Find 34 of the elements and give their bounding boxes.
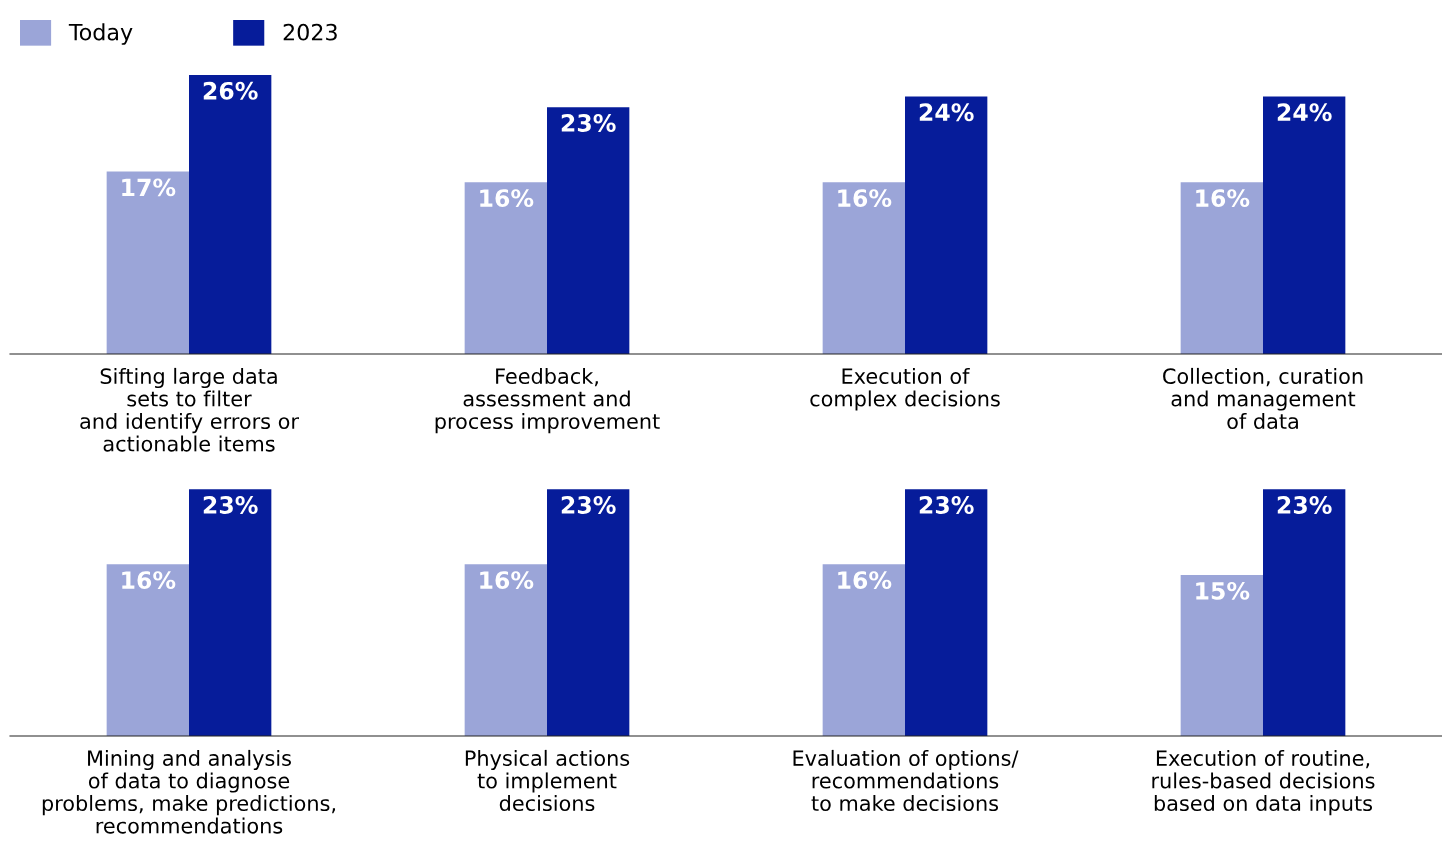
x-tick-label: Execution of complex decisions — [810, 367, 1000, 411]
x-tick-label: Evaluation of options/ recommendations to make decisions — [793, 749, 1019, 812]
x-tick-label: Execution of routine, rules-based decisions based on data inputs — [1152, 749, 1375, 816]
data-label: 16% — [838, 189, 892, 208]
bar — [1263, 96, 1346, 354]
data-label: 16% — [480, 189, 534, 208]
legend-label: Today — [68, 23, 133, 45]
x-tick-label: Sifting large data sets to filter and identify errors or actionable items — [80, 367, 299, 452]
x-tick-label: Mining and analysis of data to diagnose problems, make predictions, recommendations — [42, 749, 336, 834]
data-label: 16% — [122, 571, 176, 590]
data-label: 16% — [838, 571, 892, 590]
data-label: 16% — [1196, 189, 1250, 208]
data-label: 23% — [1277, 496, 1332, 514]
x-tick-label: Collection, curation and management of data — [1163, 367, 1363, 430]
data-label: 17% — [122, 178, 176, 197]
x-tick-label: Physical actions to implement decisions — [465, 749, 630, 812]
bar — [1180, 182, 1263, 354]
data-label: 23% — [561, 114, 616, 132]
bar — [106, 171, 189, 354]
legend-label: 2023 — [283, 23, 337, 41]
data-label: 16% — [480, 571, 534, 590]
data-label: 23% — [919, 496, 974, 514]
data-label: 24% — [919, 103, 974, 122]
data-label: 23% — [203, 496, 258, 514]
data-label: 15% — [1196, 581, 1250, 600]
data-label: 26% — [203, 81, 258, 100]
bar — [547, 107, 630, 354]
bar — [464, 182, 547, 354]
bar — [822, 182, 905, 354]
data-label: 24% — [1277, 103, 1332, 122]
data-label: 23% — [561, 496, 616, 514]
bar — [189, 75, 272, 354]
x-tick-label: Feedback, assessment and process improvement — [435, 367, 660, 434]
bar — [905, 96, 988, 354]
